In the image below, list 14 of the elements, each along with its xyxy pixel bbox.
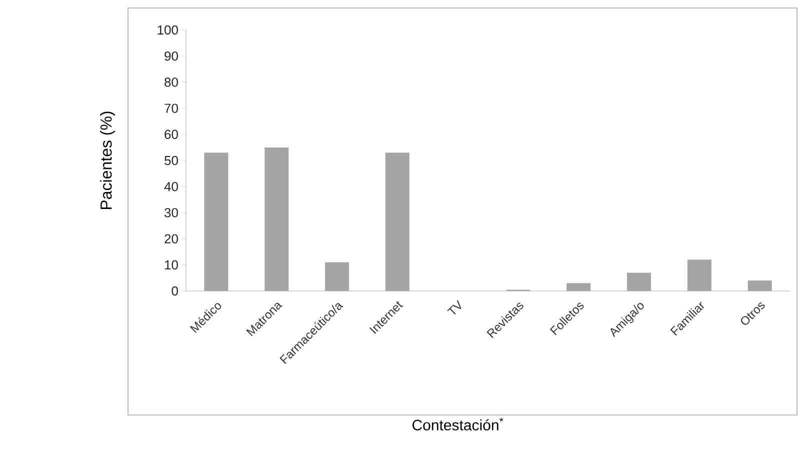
y-axis-title: Pacientes (%) bbox=[100, 112, 115, 209]
y-tick-label: 80 bbox=[164, 78, 178, 87]
y-tick-label: 30 bbox=[164, 208, 178, 218]
x-axis-title: Contestación$^{*}$ bbox=[412, 418, 504, 430]
y-tick-label: 0 bbox=[172, 286, 178, 296]
y-tick-label: 100 bbox=[158, 25, 178, 35]
y-tick-label: 60 bbox=[164, 130, 178, 139]
y-tick-label: 20 bbox=[164, 234, 178, 244]
y-tick-label: 90 bbox=[164, 51, 178, 61]
x-tick-label: TV bbox=[447, 300, 462, 314]
y-tick-label: 40 bbox=[164, 182, 178, 192]
y-tick-label: 50 bbox=[164, 156, 178, 166]
y-tick-label: 10 bbox=[165, 260, 178, 270]
y-tick-label: 70 bbox=[164, 104, 178, 113]
